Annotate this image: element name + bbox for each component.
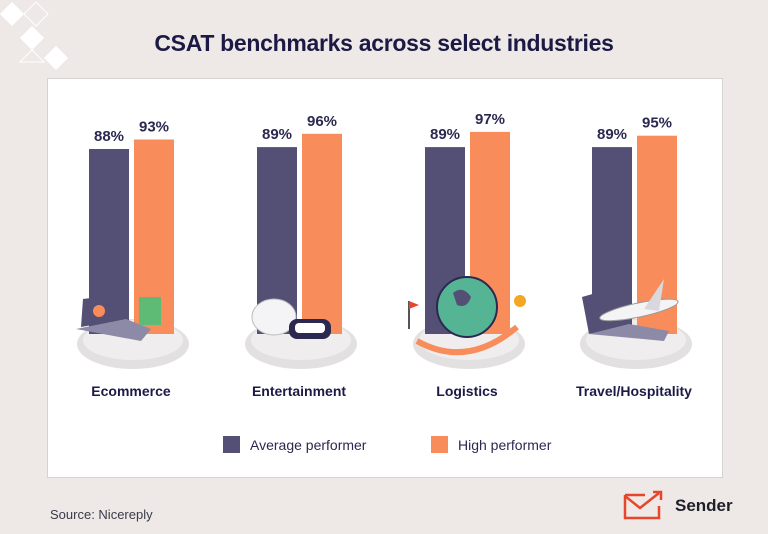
chart-panel: 88% 93% Ecommerce 89% 96% Entertainment 89% 97%… <box>47 78 723 478</box>
decorative-diamonds <box>0 1 68 70</box>
laptop-airplane-icon <box>582 279 679 341</box>
legend-swatch <box>223 436 240 453</box>
gamepad-vr-headset-icon <box>251 298 331 339</box>
category-label: Entertainment <box>252 383 346 399</box>
legend-label: High performer <box>458 437 552 453</box>
sender-logo-icon <box>623 490 663 520</box>
legend-label: Average performer <box>250 437 367 453</box>
data-label: 89% <box>597 126 627 143</box>
data-label: 89% <box>262 126 292 143</box>
category-label: Ecommerce <box>91 383 171 399</box>
data-label: 93% <box>139 119 169 136</box>
data-label: 88% <box>94 128 124 145</box>
data-label: 95% <box>642 115 672 132</box>
globe-map-pin-icon <box>408 276 526 356</box>
data-label: 97% <box>475 111 505 128</box>
data-label: 96% <box>307 113 337 130</box>
laptop-shopping-bag-icon <box>76 294 161 341</box>
chart-title: CSAT benchmarks across select industries <box>154 30 614 56</box>
legend-swatch <box>431 436 448 453</box>
bar-chart: 88% 93% Ecommerce 89% 96% Entertainment 89% 97%… <box>76 111 692 453</box>
brand-name: Sender <box>675 496 733 515</box>
bar-high-1 <box>302 133 342 334</box>
category-label: Logistics <box>436 383 498 399</box>
category-label: Travel/Hospitality <box>576 383 692 399</box>
source-note: Source: Nicereply <box>50 507 153 522</box>
data-label: 89% <box>430 126 460 143</box>
